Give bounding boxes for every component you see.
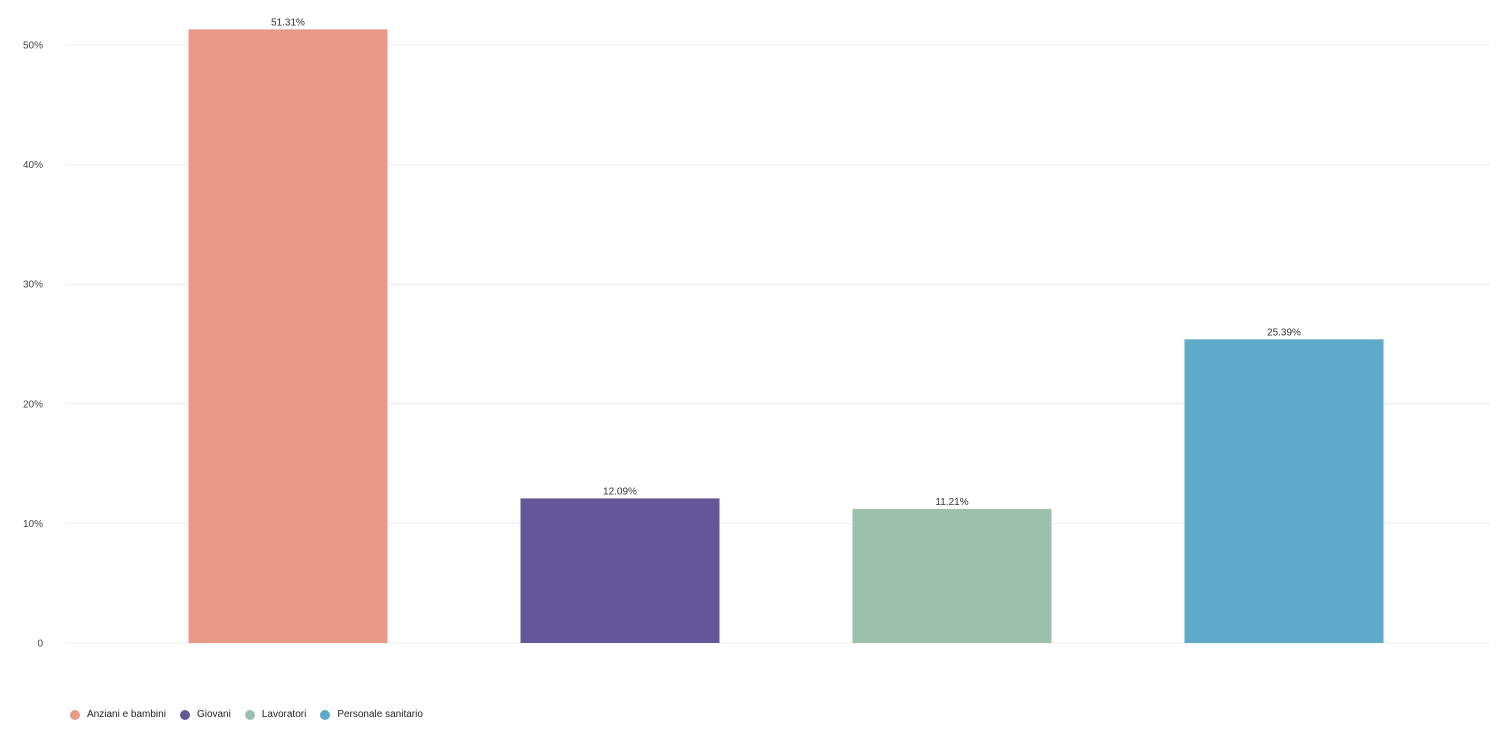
legend-item-personale-sanitario[interactable]: Personale sanitario (320, 709, 423, 720)
legend-item-lavoratori[interactable]: Lavoratori (244, 709, 307, 720)
legend-label: Personale sanitario (337, 709, 423, 720)
legend-swatch (179, 709, 190, 720)
y-tick-label: 10% (23, 519, 43, 530)
bar-value-label: 25.39% (1267, 327, 1301, 338)
bar-personale-sanitario[interactable] (1184, 339, 1384, 643)
legend-swatch (320, 709, 331, 720)
bar-value-labels: 51.31% 12.09% 11.21% 25.39% (271, 17, 1301, 508)
legend-swatch (70, 709, 80, 720)
legend-label: Giovani (196, 709, 231, 720)
bar-lavoratori[interactable] (852, 508, 1052, 643)
legend: Anziani e bambini Giovani Lavoratori Per… (70, 709, 437, 720)
legend-item-giovani[interactable]: Giovani (179, 709, 231, 720)
legend-label: Anziani e bambini (87, 709, 166, 720)
y-tick-label: 50% (23, 41, 43, 52)
legend-item-anziani-e-bambini[interactable]: Anziani e bambini (70, 709, 166, 720)
y-tick-label: 0 (37, 639, 43, 650)
legend-label: Lavoratori (261, 709, 307, 720)
bar-anziani-e-bambini[interactable] (188, 29, 388, 644)
legend-swatch (244, 709, 255, 720)
y-tick-label: 20% (23, 399, 43, 410)
bar-value-label: 51.31% (271, 17, 305, 28)
bar-giovani[interactable] (520, 498, 720, 643)
bars (188, 29, 1384, 644)
y-tick-label: 40% (23, 160, 43, 171)
bar-value-label: 11.21% (935, 497, 968, 508)
bar-value-label: 12.09% (603, 486, 637, 497)
y-axis-ticks: 0 10% 20% 30% 40% 50% (23, 41, 43, 650)
y-tick-label: 30% (23, 280, 43, 291)
